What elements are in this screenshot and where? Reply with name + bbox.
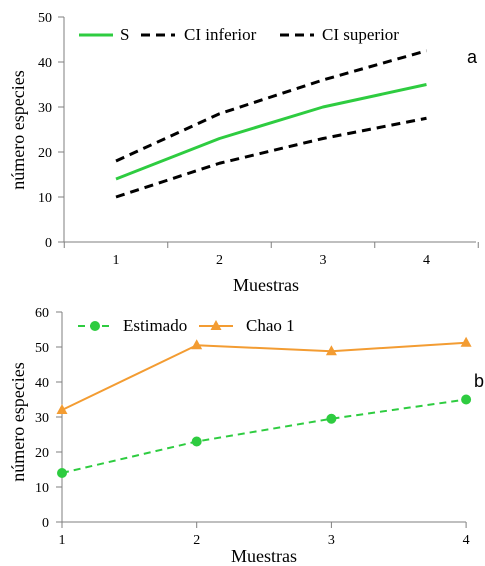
x-axis-label: Muestras	[233, 275, 299, 295]
x-tick-label: 4	[463, 533, 470, 548]
x-tick-label: 3	[320, 253, 327, 268]
panel-letter: b	[474, 371, 484, 391]
y-tick-label: 20	[38, 146, 52, 161]
data-point	[460, 336, 472, 347]
series-line-s	[115, 83, 427, 181]
series-line-chao-1	[61, 341, 467, 411]
series-line-ci-superior	[115, 49, 427, 163]
legend-label: Estimado	[123, 316, 187, 335]
y-axis-label: número especies	[8, 362, 28, 481]
panel-letter: a	[467, 47, 478, 67]
data-point	[191, 339, 203, 350]
data-point	[325, 345, 337, 356]
series-line-estimado	[61, 398, 467, 474]
x-tick-label: 2	[193, 533, 200, 548]
legend-marker	[90, 321, 100, 331]
data-point	[326, 413, 337, 424]
x-axis-label: Muestras	[231, 546, 297, 566]
y-tick-label: 50	[38, 11, 52, 26]
y-tick-label: 10	[35, 481, 49, 496]
y-tick-label: 60	[35, 306, 49, 321]
data-point	[57, 468, 67, 478]
legend-label: CI superior	[322, 25, 399, 44]
x-tick-label: 1	[113, 253, 120, 268]
chart-panel-b: 0 10 20 30 40 50 60 1 2 3 4 Muestras número especies…	[8, 306, 484, 566]
y-tick-label: 20	[35, 446, 49, 461]
legend-marker	[210, 320, 222, 330]
x-tick-label: 3	[328, 533, 335, 548]
series-line-ci-inferior	[115, 116, 427, 199]
y-tick-label: 40	[35, 376, 49, 391]
y-tick-label: 30	[38, 101, 52, 116]
data-point	[56, 404, 68, 414]
y-tick-label: 40	[38, 56, 52, 71]
data-point	[191, 436, 202, 447]
legend-label: CI inferior	[184, 25, 257, 44]
y-tick-label: 0	[42, 516, 49, 531]
x-tick-label: 4	[423, 253, 430, 268]
y-tick-label: 50	[35, 341, 49, 356]
y-tick-label: 0	[45, 236, 52, 251]
legend-label: S	[120, 25, 129, 44]
chart-panel-a: 0 10 20 30 40 50 1 2 3 4 Muestras número especies a S…	[8, 11, 479, 295]
data-point	[461, 394, 472, 405]
y-tick-label: 10	[38, 191, 52, 206]
legend-label: Chao 1	[246, 316, 295, 335]
x-tick-label: 1	[59, 533, 66, 548]
y-tick-label: 30	[35, 411, 49, 426]
x-tick-label: 2	[216, 253, 223, 268]
y-axis-label: número especies	[8, 70, 28, 189]
